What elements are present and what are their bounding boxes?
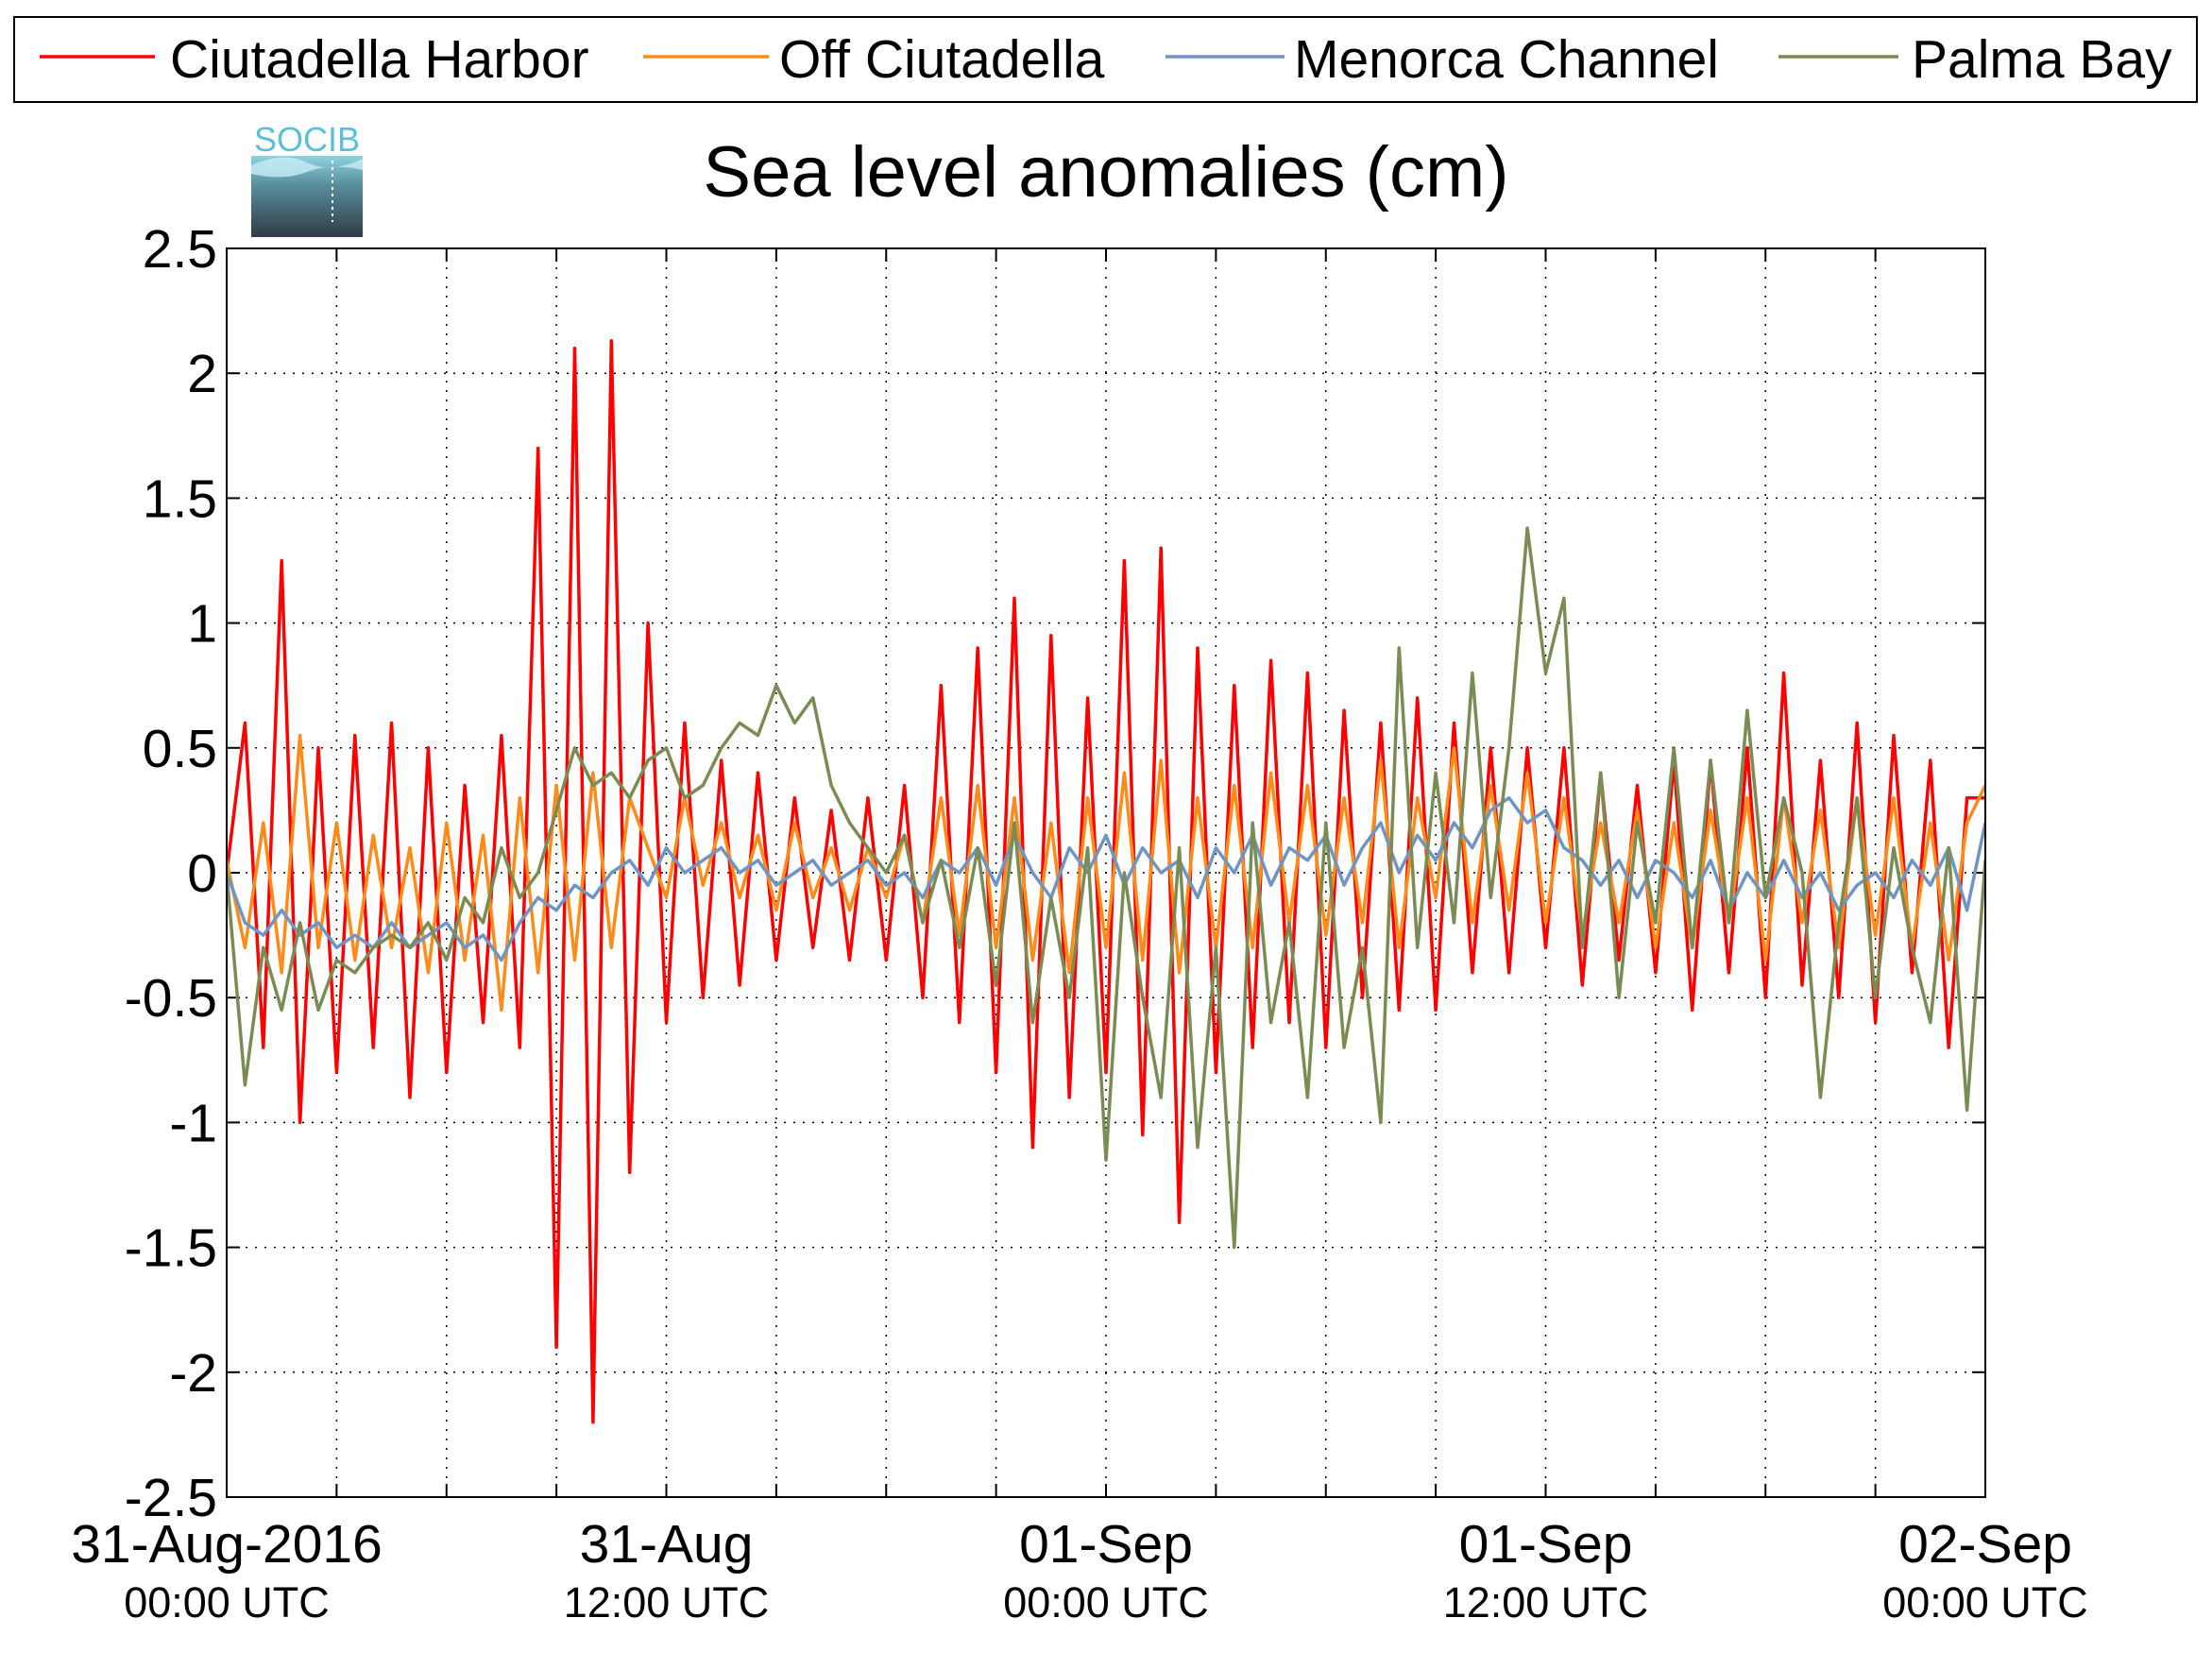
plot-frame (226, 247, 1986, 1498)
y-tick-label: -2 (169, 1343, 217, 1404)
y-tick-label: 2 (187, 344, 217, 404)
y-tick-label: 2.5 (143, 219, 217, 280)
x-tick-label-sub: 00:00 UTC (124, 1578, 330, 1626)
logo-wave (251, 157, 363, 178)
y-tick-label: -0.5 (125, 968, 217, 1029)
y-tick-label: 1.5 (143, 468, 217, 529)
series-line (227, 795, 1985, 962)
x-tick-label: 31-Aug (580, 1514, 754, 1575)
y-tick-label: -2.5 (125, 1468, 217, 1528)
x-tick-label: 01-Sep (1019, 1514, 1193, 1575)
x-tick-label: 01-Sep (1459, 1514, 1633, 1575)
series-line (227, 339, 1985, 1424)
x-tick-label-sub: 12:00 UTC (564, 1578, 770, 1626)
x-tick-label: 02-Sep (1898, 1514, 2072, 1575)
x-tick-label: 31-Aug-2016 (71, 1514, 383, 1575)
logo: SOCIB (251, 120, 363, 237)
x-tick-label-sub: 00:00 UTC (1003, 1578, 1209, 1626)
y-tick-label: -1.5 (125, 1218, 217, 1279)
legend: Ciutadella Harbor Off Ciutadella Menorca C… (13, 16, 2198, 103)
x-tick-label-sub: 00:00 UTC (1882, 1578, 2088, 1626)
legend-label: Ciutadella Harbor (170, 29, 589, 90)
plot-lines (227, 339, 1985, 1424)
legend-label: Menorca Channel (1294, 29, 1719, 90)
y-tick-label: -1 (169, 1093, 217, 1153)
logo-text: SOCIB (254, 120, 360, 159)
y-tick-label: 1 (187, 594, 217, 655)
y-tick-label: 0 (187, 843, 217, 904)
legend-label: Palma Bay (1912, 29, 2172, 90)
y-tick-label: 0.5 (143, 719, 217, 779)
legend-box (13, 16, 2198, 103)
chart-title: Sea level anomalies (cm) (703, 132, 1508, 213)
series-line (227, 526, 1985, 1250)
legend-label: Off Ciutadella (779, 29, 1105, 90)
x-tick-label-sub: 12:00 UTC (1443, 1578, 1649, 1626)
